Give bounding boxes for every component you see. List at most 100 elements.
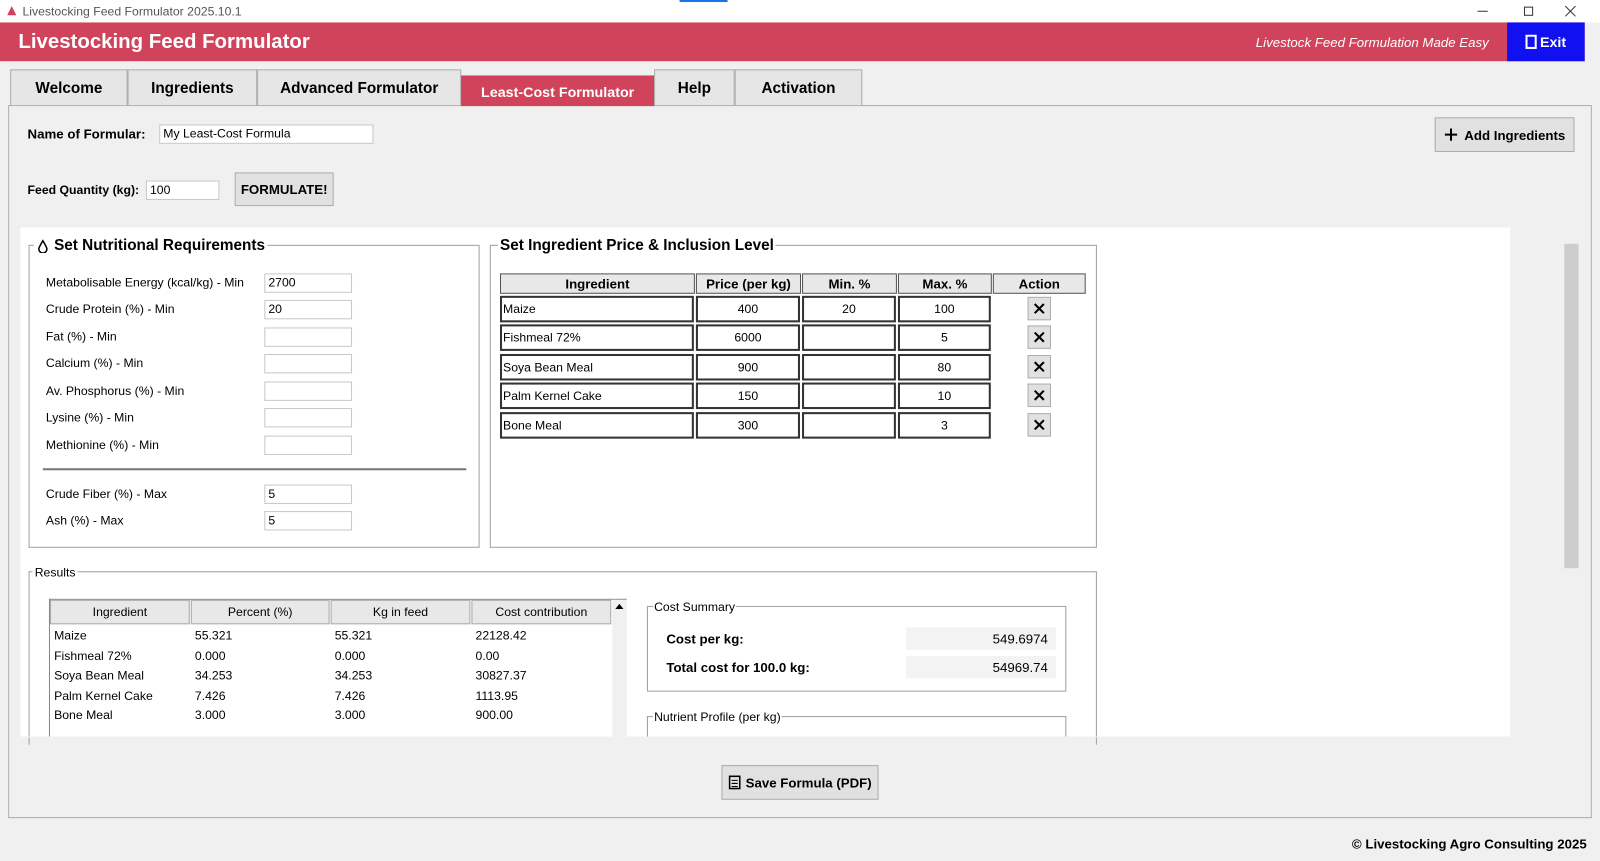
results-cell: 55.321 <box>334 628 373 643</box>
ingredients-title: Set Ingredient Price & Inclusion Level <box>497 236 776 255</box>
tab[interactable]: Ingredients <box>127 69 258 106</box>
name-input[interactable]: My Least-Cost Formula <box>159 124 374 144</box>
results-header[interactable]: Percent (%) <box>190 599 330 625</box>
ingredient-cell[interactable]: 10 <box>897 382 991 410</box>
requirement-input[interactable] <box>264 408 353 428</box>
save-button[interactable]: Save Formula (PDF) <box>721 765 879 800</box>
tab[interactable]: Least-Cost Formulator <box>461 75 655 107</box>
results-header[interactable]: Cost contribution <box>471 599 612 625</box>
scrollbar[interactable] <box>1563 227 1580 737</box>
add-ingredients-label: Add Ingredients <box>1464 127 1566 143</box>
exit-button[interactable]: Exit <box>1507 22 1585 62</box>
remove-button[interactable] <box>1027 296 1052 321</box>
clip-edge <box>20 736 1582 738</box>
exit-label: Exit <box>1539 33 1567 50</box>
nutrient-profile-group <box>646 716 1067 737</box>
scroll-up[interactable] <box>612 600 626 612</box>
cost-summary-title: Cost Summary <box>653 599 737 615</box>
progress-indicator <box>679 0 728 3</box>
requirement-input[interactable]: 2700 <box>264 273 353 293</box>
name-label: Name of Formular: <box>27 126 146 142</box>
remove-button[interactable] <box>1027 383 1052 408</box>
drop-icon <box>38 238 48 253</box>
ingredient-cell[interactable]: 400 <box>695 295 800 323</box>
scroll-thumb[interactable] <box>1564 243 1579 569</box>
remove-button[interactable] <box>1027 354 1052 379</box>
ingredient-cell[interactable] <box>802 353 896 381</box>
requirement-input[interactable]: 5 <box>264 511 353 531</box>
results-cell: 34.253 <box>334 668 373 683</box>
ingredient-cell[interactable]: 80 <box>897 353 991 381</box>
ingredient-cell[interactable]: 300 <box>695 412 800 439</box>
ingredient-cell[interactable]: Fishmeal 72% <box>499 324 694 351</box>
x-icon <box>1033 419 1045 431</box>
ingredient-cell[interactable] <box>802 382 896 410</box>
results-cell: 7.426 <box>334 688 366 703</box>
tab[interactable]: Advanced Formulator <box>257 69 462 106</box>
results-cell: 7.426 <box>194 688 226 703</box>
results-cell: Maize <box>54 628 87 643</box>
restore[interactable] <box>1523 6 1534 16</box>
ingredient-cell[interactable]: Maize <box>499 295 694 323</box>
cost-summary-group <box>646 605 1067 692</box>
total-label: Total cost for 100.0 kg: <box>666 660 810 676</box>
results-cell: 55.321 <box>194 628 233 643</box>
requirement-label: Crude Fiber (%) - Max <box>45 486 168 501</box>
requirement-label: Calcium (%) - Min <box>45 356 144 371</box>
ingredient-cell[interactable] <box>802 324 896 351</box>
remove-button[interactable] <box>1027 413 1052 437</box>
ingredient-cell[interactable]: 900 <box>695 353 800 381</box>
results-cell: 22128.42 <box>475 628 527 643</box>
column-header: Max. % <box>897 273 992 294</box>
ingredient-cell[interactable]: 3 <box>897 412 991 439</box>
x-icon <box>1033 331 1045 343</box>
requirement-input[interactable]: 5 <box>264 484 353 504</box>
tab[interactable]: Activation <box>734 69 863 106</box>
add-ingredients-button[interactable]: Add Ingredients <box>1434 117 1575 152</box>
requirement-input[interactable] <box>264 327 353 347</box>
ingredient-cell[interactable]: Palm Kernel Cake <box>499 382 694 410</box>
requirement-label: Fat (%) - Min <box>45 329 117 344</box>
x-icon <box>1033 389 1045 401</box>
tab[interactable]: Help <box>654 69 735 106</box>
close[interactable] <box>1564 5 1576 17</box>
total-value: 54969.74 <box>906 655 1057 679</box>
ingredient-cell[interactable] <box>802 412 896 439</box>
ingredient-cell[interactable]: 5 <box>897 324 991 351</box>
requirement-input[interactable]: 20 <box>264 299 353 320</box>
results-cell: Fishmeal 72% <box>54 648 132 663</box>
ingredient-cell[interactable]: Bone Meal <box>499 412 694 439</box>
column-header: Min. % <box>802 273 897 294</box>
ingredient-cell[interactable]: 100 <box>897 295 991 323</box>
title-bar: Livestocking Feed Formulator 2025.10.1 <box>0 0 1600 23</box>
doc-icon <box>728 775 741 790</box>
cost-per-kg-label: Cost per kg: <box>666 631 744 647</box>
results-cell: Bone Meal <box>54 708 113 723</box>
requirement-label: Ash (%) - Max <box>45 513 124 528</box>
cost-per-kg-value: 549.6974 <box>906 627 1057 650</box>
results-header[interactable]: Kg in feed <box>330 599 471 625</box>
results-cell: 3.000 <box>334 708 366 723</box>
ingredient-cell[interactable]: 150 <box>695 382 800 410</box>
formulate-button[interactable]: FORMULATE! <box>234 172 334 207</box>
requirement-input[interactable] <box>264 381 353 401</box>
quantity-input[interactable]: 100 <box>145 180 220 200</box>
requirement-label: Av. Phosphorus (%) - Min <box>45 383 185 398</box>
exit-icon <box>1525 34 1537 49</box>
requirement-label: Lysine (%) - Min <box>45 410 134 425</box>
ingredient-cell[interactable]: Soya Bean Meal <box>499 353 694 381</box>
requirement-label: Metabolisable Energy (kcal/kg) - Min <box>45 275 244 290</box>
tab[interactable]: Welcome <box>10 69 128 106</box>
quantity-label: Feed Quantity (kg): <box>27 182 140 197</box>
column-header: Price (per kg) <box>695 273 802 294</box>
ingredient-cell[interactable]: 20 <box>802 295 896 323</box>
results-scrollbar[interactable] <box>612 599 627 737</box>
ingredient-cell[interactable]: 6000 <box>695 324 800 351</box>
tagline: Livestock Feed Formulation Made Easy <box>1255 34 1489 50</box>
results-cell: 30827.37 <box>475 668 527 683</box>
results-header[interactable]: Ingredient <box>49 599 190 625</box>
remove-button[interactable] <box>1027 325 1052 349</box>
requirement-input[interactable] <box>264 435 353 455</box>
content-panel <box>8 105 1592 819</box>
requirement-input[interactable] <box>264 353 353 374</box>
